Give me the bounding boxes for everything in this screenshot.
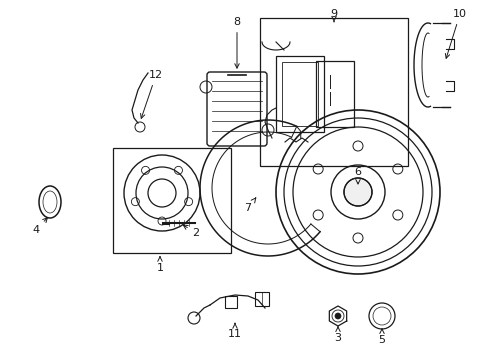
Bar	[260, 18, 407, 166]
Circle shape	[343, 178, 371, 206]
Text: 2: 2	[183, 225, 199, 238]
Bar	[254, 292, 268, 306]
Text: 12: 12	[140, 70, 163, 118]
Text: 6: 6	[354, 167, 361, 184]
Text: 7: 7	[244, 198, 255, 213]
Text: 10: 10	[445, 9, 466, 58]
Bar	[224, 296, 237, 308]
Text: 9: 9	[330, 9, 337, 22]
Circle shape	[334, 313, 340, 319]
Text: 8: 8	[233, 17, 240, 68]
Text: 11: 11	[227, 323, 242, 339]
Text: 4: 4	[32, 218, 47, 235]
Text: 5: 5	[378, 329, 385, 345]
Text: 1: 1	[156, 257, 163, 273]
Bar	[113, 148, 230, 253]
Text: 3: 3	[334, 327, 341, 343]
